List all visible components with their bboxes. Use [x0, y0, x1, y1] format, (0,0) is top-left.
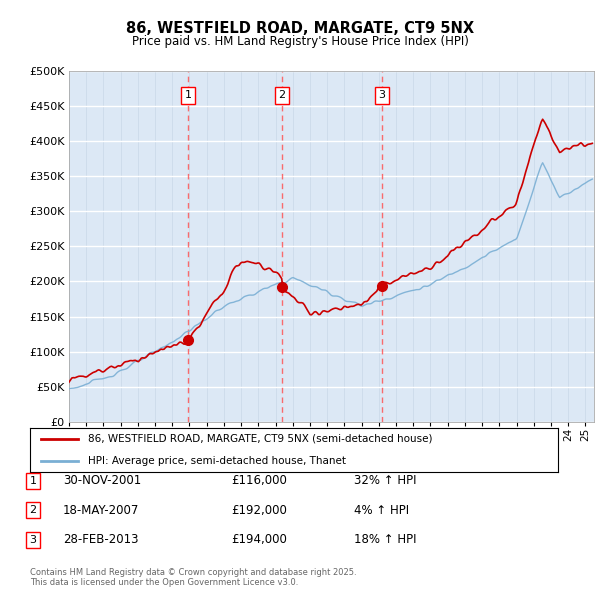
Text: 18% ↑ HPI: 18% ↑ HPI — [354, 533, 416, 546]
Text: 30-NOV-2001: 30-NOV-2001 — [63, 474, 141, 487]
Text: 32% ↑ HPI: 32% ↑ HPI — [354, 474, 416, 487]
Text: Price paid vs. HM Land Registry's House Price Index (HPI): Price paid vs. HM Land Registry's House … — [131, 35, 469, 48]
Text: 2: 2 — [29, 506, 37, 515]
Text: 4% ↑ HPI: 4% ↑ HPI — [354, 504, 409, 517]
Text: 2: 2 — [278, 90, 286, 100]
Text: 86, WESTFIELD ROAD, MARGATE, CT9 5NX (semi-detached house): 86, WESTFIELD ROAD, MARGATE, CT9 5NX (se… — [88, 434, 433, 444]
Text: 86, WESTFIELD ROAD, MARGATE, CT9 5NX: 86, WESTFIELD ROAD, MARGATE, CT9 5NX — [126, 21, 474, 35]
Text: £192,000: £192,000 — [231, 504, 287, 517]
Text: £116,000: £116,000 — [231, 474, 287, 487]
Text: 3: 3 — [378, 90, 385, 100]
Text: 1: 1 — [185, 90, 191, 100]
Text: 3: 3 — [29, 535, 37, 545]
Text: HPI: Average price, semi-detached house, Thanet: HPI: Average price, semi-detached house,… — [88, 456, 346, 466]
Text: £194,000: £194,000 — [231, 533, 287, 546]
Text: 1: 1 — [29, 476, 37, 486]
Text: 18-MAY-2007: 18-MAY-2007 — [63, 504, 139, 517]
Text: Contains HM Land Registry data © Crown copyright and database right 2025.
This d: Contains HM Land Registry data © Crown c… — [30, 568, 356, 587]
Text: 28-FEB-2013: 28-FEB-2013 — [63, 533, 139, 546]
